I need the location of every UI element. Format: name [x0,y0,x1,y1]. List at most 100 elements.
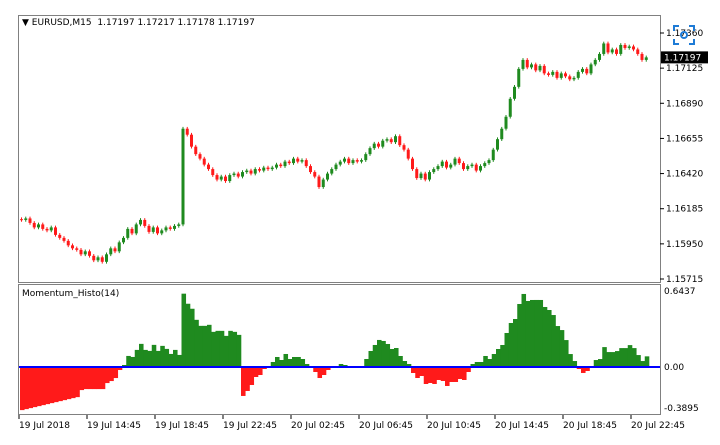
candle [411,156,414,171]
price-tick-label: 1.16420 [666,170,703,180]
histogram-bar [364,358,369,367]
candle [190,132,193,149]
candle [24,216,28,222]
histogram-bar [198,325,204,367]
histogram-bar [389,348,395,367]
histogram-bar [385,343,391,367]
triangle-down-icon[interactable]: ▼ [22,18,29,28]
candle [347,156,351,165]
price-tick-label: 1.16655 [666,134,703,144]
histogram-bar [41,367,46,406]
histogram-bar [96,367,102,390]
histogram-bar [449,367,454,382]
price-axis[interactable]: 1.17360 1.17125 1.16890 1.16655 1.16420 1.161… [660,29,708,285]
histogram-bar [470,363,476,367]
histogram-bar [453,367,459,382]
histogram-bar [143,349,148,367]
candle [296,156,300,164]
candle [262,165,266,173]
histogram-bar [134,349,140,367]
candle [232,171,236,177]
candle [576,70,580,80]
candle [211,167,215,177]
histogram-bar [304,363,310,367]
histogram-bar [83,367,89,390]
candle [338,159,342,167]
histogram-bar [555,326,561,367]
candle [134,222,138,236]
histogram-bar [164,348,170,367]
histogram-bar [496,348,501,367]
candle [487,158,491,165]
candle [326,171,329,182]
candle [194,144,198,156]
histogram-bar [207,324,212,367]
candle [377,141,380,149]
screenshot-icon[interactable] [672,24,696,46]
candle [555,70,559,80]
candle [266,165,270,171]
candle [117,240,121,254]
candle [317,174,321,189]
price-tick-label: 1.15715 [666,275,703,285]
histogram-bar [224,335,229,367]
candle [258,167,261,173]
candle [160,228,164,236]
current-price-label: 1.17197 [664,53,701,63]
histogram-bar [32,367,38,408]
candle [126,227,130,240]
time-tick-label: 19 Jul 18:45 [155,421,209,431]
candle [236,171,240,179]
candle [623,43,627,50]
candle [343,156,346,164]
candle [313,170,317,179]
histogram-bar [598,359,603,367]
histogram-bar [547,309,552,367]
candle [517,67,521,89]
time-axis[interactable]: 19 Jul 2018 19 Jul 14:45 19 Jul 18:45 19 Ju… [18,415,685,431]
candle [185,126,189,137]
histogram-bar [181,293,187,367]
candle [334,162,338,171]
histogram-bar [105,367,110,384]
candle [321,177,325,189]
histogram-bar [640,361,646,367]
histogram-bar [513,319,518,367]
histogram-bar [398,355,403,367]
histogram-bar [92,367,97,390]
histogram-bar [117,367,123,371]
indicator-title: Momentum_Histo(14) [22,289,120,299]
time-tick-label: 20 Jul 10:45 [427,421,481,431]
histogram-bar [445,367,450,386]
candle [215,173,219,182]
candle [270,165,274,171]
histogram-bar [457,367,463,379]
histogram-bar [462,367,467,380]
histogram-bar [530,299,535,367]
candle [28,216,32,225]
histogram-bar [479,361,484,367]
histogram-bar [585,367,590,371]
histogram-bar [474,361,480,367]
candle [394,134,397,144]
histogram-bar [24,367,29,410]
histogram-bar [228,330,233,367]
candle [364,152,368,162]
histogram-bar [491,353,497,367]
candle [66,239,70,248]
candle [304,158,308,168]
histogram-bar [258,367,263,375]
candle [470,162,474,168]
histogram-bar [428,367,433,383]
histogram-bar [419,367,425,377]
candle [92,254,96,263]
histogram-bar [126,355,131,367]
candle [559,71,563,80]
candle [598,52,601,62]
histogram-bar [551,315,556,367]
candle [385,137,389,143]
price-tick-label: 1.16890 [666,99,703,109]
histogram-bar [644,356,650,367]
price-tick-label: 1.17125 [666,64,703,74]
